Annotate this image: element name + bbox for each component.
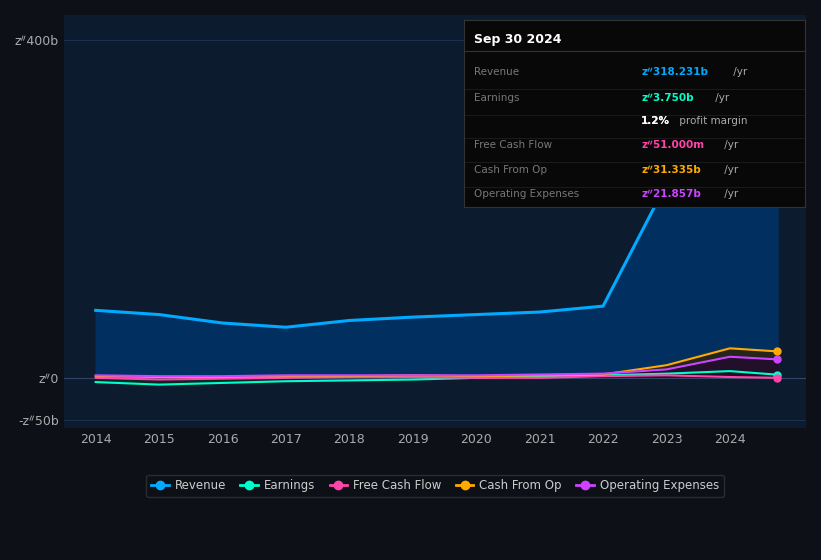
Text: zᐥ318.231b: zᐥ318.231b [641,67,708,77]
Text: zᐥ31.335b: zᐥ31.335b [641,165,701,175]
Text: /yr: /yr [730,67,747,77]
Text: profit margin: profit margin [677,116,748,126]
Text: zᐥ3.750b: zᐥ3.750b [641,94,694,104]
Text: Operating Expenses: Operating Expenses [474,189,580,199]
Text: /yr: /yr [721,165,738,175]
Text: 1.2%: 1.2% [641,116,670,126]
Text: Free Cash Flow: Free Cash Flow [474,141,553,150]
Legend: Revenue, Earnings, Free Cash Flow, Cash From Op, Operating Expenses: Revenue, Earnings, Free Cash Flow, Cash … [146,474,723,497]
Text: 1.2%: 1.2% [641,116,670,126]
Text: zᐥ51.000m: zᐥ51.000m [641,141,704,150]
Text: /yr: /yr [721,189,738,199]
Text: Cash From Op: Cash From Op [474,165,547,175]
Text: /yr: /yr [721,141,738,150]
Text: Sep 30 2024: Sep 30 2024 [474,32,562,46]
Text: zᐥ21.857b: zᐥ21.857b [641,189,701,199]
Text: Earnings: Earnings [474,94,520,104]
Text: /yr: /yr [712,94,729,104]
Text: Revenue: Revenue [474,67,519,77]
